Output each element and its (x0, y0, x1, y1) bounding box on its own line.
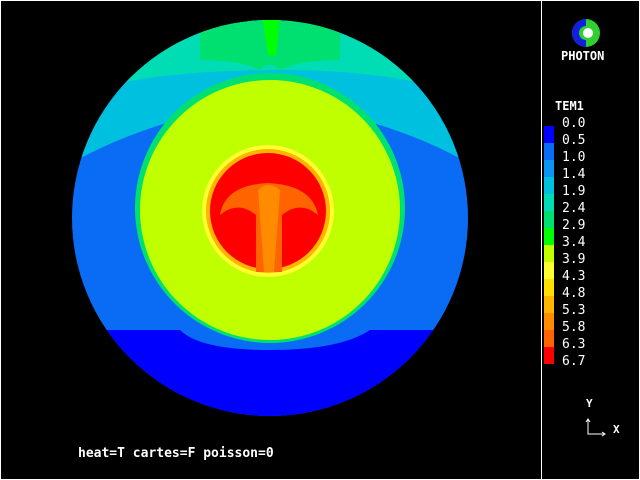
zone-bright-green (262, 20, 280, 55)
legend-swatch (544, 313, 554, 330)
legend-swatch (544, 330, 554, 347)
legend-swatch (544, 279, 554, 296)
legend-label: 0.5 (562, 133, 586, 148)
logo-text: PHOTON (561, 49, 605, 63)
axis-triad-icon (585, 418, 606, 437)
legend-label: 2.9 (562, 218, 586, 233)
axis-x-label: X (613, 423, 620, 436)
legend-swatch (544, 228, 554, 245)
legend-swatch (544, 245, 554, 262)
legend-label: 5.3 (562, 303, 586, 318)
legend-swatch (544, 194, 554, 211)
contour-plot (72, 20, 468, 416)
legend-label: 5.8 (562, 320, 586, 335)
legend-swatch (544, 160, 554, 177)
legend-label: 3.9 (562, 252, 586, 267)
legend-label: 4.8 (562, 286, 586, 301)
legend-label: 1.4 (562, 167, 586, 182)
legend-label: 6.3 (562, 337, 586, 352)
photon-logo-icon (572, 19, 600, 47)
legend-swatch (544, 347, 554, 364)
legend-label: 0.0 (562, 116, 586, 131)
legend-label: 1.9 (562, 184, 586, 199)
legend-label: 4.3 (562, 269, 586, 284)
legend-swatch (544, 143, 554, 160)
legend-swatch (544, 177, 554, 194)
legend-label: 1.0 (562, 150, 586, 165)
axis-y-label: Y (586, 397, 593, 410)
plume-core (258, 185, 280, 272)
legend-swatch (544, 126, 554, 143)
legend-swatch (544, 211, 554, 228)
legend-swatch (544, 262, 554, 279)
legend-label: 2.4 (562, 201, 586, 216)
panel-divider (541, 0, 542, 480)
legend-swatch (544, 296, 554, 313)
legend-label: 6.7 (562, 354, 586, 369)
caption-text: heat=T cartes=F poisson=0 (78, 446, 274, 461)
legend-title: TEM1 (555, 99, 584, 113)
legend-label: 3.4 (562, 235, 586, 250)
